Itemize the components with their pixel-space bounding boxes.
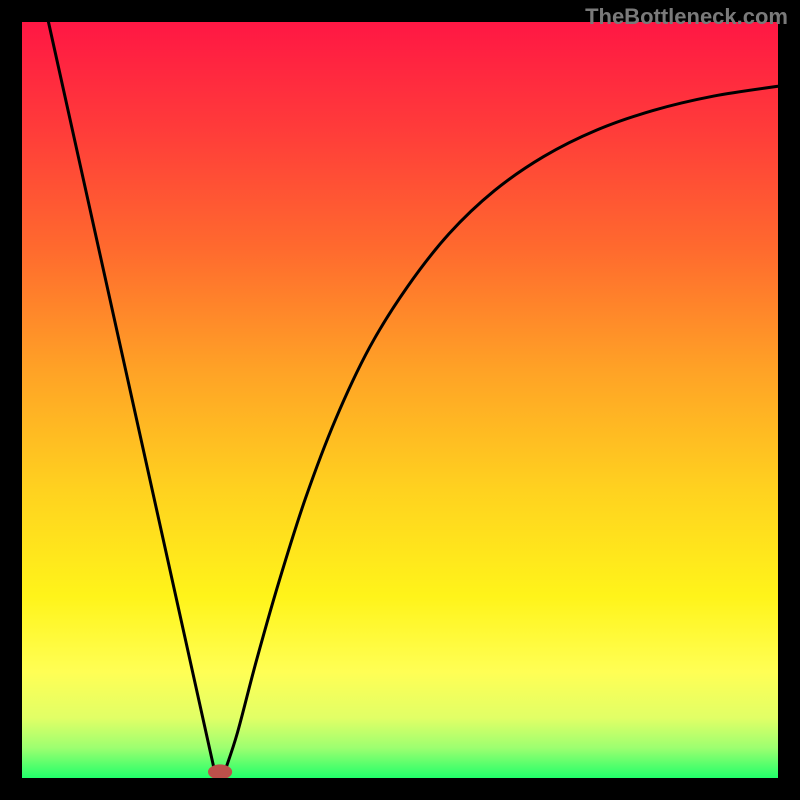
bottleneck-chart: TheBottleneck.com bbox=[0, 0, 800, 800]
watermark-text: TheBottleneck.com bbox=[585, 4, 788, 30]
chart-svg bbox=[0, 0, 800, 800]
min-point-marker bbox=[208, 764, 232, 779]
chart-background-gradient bbox=[22, 22, 778, 778]
